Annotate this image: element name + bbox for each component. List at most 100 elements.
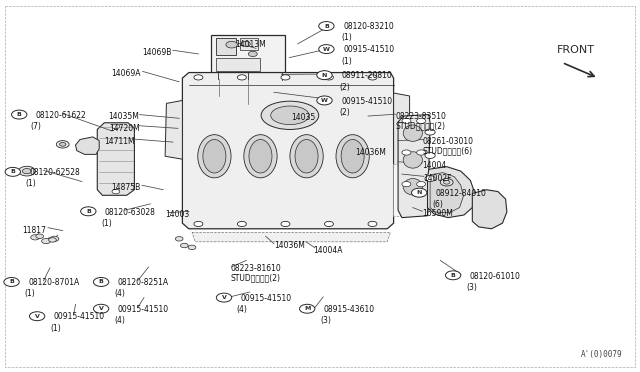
Text: 08223-83510: 08223-83510	[396, 112, 446, 121]
Text: B: B	[99, 279, 104, 285]
Text: B: B	[9, 279, 14, 285]
Bar	[216, 38, 236, 55]
Ellipse shape	[336, 135, 369, 178]
Text: (4): (4)	[237, 305, 248, 314]
Text: 14002F: 14002F	[424, 174, 452, 183]
Circle shape	[112, 124, 120, 129]
Circle shape	[42, 238, 51, 244]
Polygon shape	[472, 190, 507, 229]
Text: N: N	[322, 73, 327, 78]
Circle shape	[425, 176, 435, 182]
Text: (1): (1)	[341, 33, 352, 42]
Text: 08120-8701A: 08120-8701A	[28, 278, 79, 287]
Circle shape	[425, 129, 435, 135]
Text: 14004: 14004	[422, 161, 447, 170]
Text: 08120-61622: 08120-61622	[36, 111, 86, 120]
Circle shape	[194, 221, 203, 227]
Circle shape	[368, 221, 377, 227]
Text: B: B	[324, 23, 329, 29]
Text: 14069A: 14069A	[111, 69, 141, 78]
Text: 00915-41510: 00915-41510	[341, 97, 392, 106]
Text: (4): (4)	[114, 316, 125, 325]
Text: M: M	[304, 306, 310, 311]
Circle shape	[324, 221, 333, 227]
Circle shape	[237, 221, 246, 227]
Ellipse shape	[341, 140, 364, 173]
Polygon shape	[182, 73, 394, 229]
Text: 00915-41510: 00915-41510	[54, 312, 105, 321]
Text: V: V	[35, 314, 40, 319]
Text: V: V	[221, 295, 227, 300]
Text: (1): (1)	[101, 219, 112, 228]
Circle shape	[324, 75, 333, 80]
Text: B: B	[451, 273, 456, 278]
Circle shape	[241, 41, 250, 46]
Polygon shape	[165, 100, 182, 159]
Circle shape	[112, 189, 120, 194]
Text: STUDスタッド(2): STUDスタッド(2)	[230, 273, 280, 282]
Text: 14013M: 14013M	[236, 40, 266, 49]
Circle shape	[417, 118, 426, 124]
Text: 14004A: 14004A	[314, 246, 343, 254]
Text: (1): (1)	[341, 57, 352, 65]
Polygon shape	[76, 137, 99, 154]
Text: 14069B: 14069B	[142, 48, 172, 57]
Circle shape	[180, 243, 188, 248]
Text: 14035: 14035	[291, 113, 316, 122]
Circle shape	[368, 75, 377, 80]
Text: 08261-03010: 08261-03010	[422, 137, 474, 146]
Text: B: B	[86, 209, 91, 214]
Text: (1): (1)	[26, 179, 36, 188]
Polygon shape	[192, 232, 390, 242]
Text: FRONT: FRONT	[557, 45, 595, 55]
Polygon shape	[430, 173, 463, 213]
Circle shape	[4, 278, 19, 286]
Ellipse shape	[403, 125, 422, 141]
Circle shape	[317, 96, 332, 105]
Text: 08912-84010: 08912-84010	[436, 189, 486, 198]
Circle shape	[402, 182, 411, 187]
Text: 14003: 14003	[165, 210, 189, 219]
Circle shape	[417, 150, 426, 155]
Text: 00915-41510: 00915-41510	[343, 45, 394, 54]
Text: (3): (3)	[466, 283, 477, 292]
Text: B: B	[17, 112, 22, 117]
Circle shape	[56, 141, 69, 148]
Text: 14036M: 14036M	[355, 148, 386, 157]
Text: STUDスタッド(6): STUDスタッド(6)	[422, 146, 472, 155]
Ellipse shape	[403, 179, 422, 195]
Circle shape	[194, 75, 203, 80]
Text: 08120-61010: 08120-61010	[470, 272, 520, 280]
Text: 08120-8251A: 08120-8251A	[118, 278, 169, 287]
Circle shape	[402, 150, 411, 155]
Circle shape	[226, 41, 237, 48]
Text: (1): (1)	[50, 324, 61, 333]
Circle shape	[417, 182, 426, 187]
Circle shape	[300, 304, 315, 313]
Circle shape	[19, 166, 35, 176]
Text: 08120-62528: 08120-62528	[29, 168, 80, 177]
Circle shape	[188, 245, 196, 250]
Text: N: N	[417, 190, 422, 195]
Text: 14036M: 14036M	[274, 241, 305, 250]
Text: 08120-63028: 08120-63028	[105, 208, 156, 217]
Circle shape	[50, 236, 59, 241]
Text: W: W	[321, 98, 328, 103]
Ellipse shape	[244, 135, 277, 178]
Circle shape	[5, 167, 20, 176]
Text: 08120-83210: 08120-83210	[343, 22, 394, 31]
Bar	[240, 38, 258, 50]
Circle shape	[281, 221, 290, 227]
Ellipse shape	[261, 101, 319, 129]
Ellipse shape	[249, 140, 272, 173]
Text: 08223-81610: 08223-81610	[230, 264, 281, 273]
Ellipse shape	[198, 135, 231, 178]
Text: (4): (4)	[114, 289, 125, 298]
Text: W: W	[323, 46, 330, 52]
Circle shape	[319, 45, 334, 54]
Circle shape	[60, 142, 66, 146]
Circle shape	[248, 51, 257, 57]
Circle shape	[402, 118, 411, 124]
Circle shape	[444, 180, 450, 184]
Ellipse shape	[290, 135, 323, 178]
